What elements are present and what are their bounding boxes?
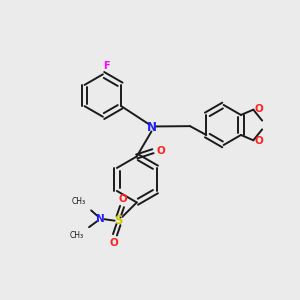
Text: CH₃: CH₃	[72, 197, 86, 206]
Text: N: N	[97, 214, 105, 224]
Text: F: F	[103, 61, 110, 71]
Text: O: O	[157, 146, 165, 156]
Text: N: N	[146, 122, 157, 134]
Text: S: S	[114, 214, 123, 227]
Text: O: O	[110, 238, 119, 248]
Text: CH₃: CH₃	[70, 231, 84, 240]
Text: O: O	[118, 194, 127, 204]
Text: O: O	[254, 136, 263, 146]
Text: O: O	[254, 104, 263, 114]
